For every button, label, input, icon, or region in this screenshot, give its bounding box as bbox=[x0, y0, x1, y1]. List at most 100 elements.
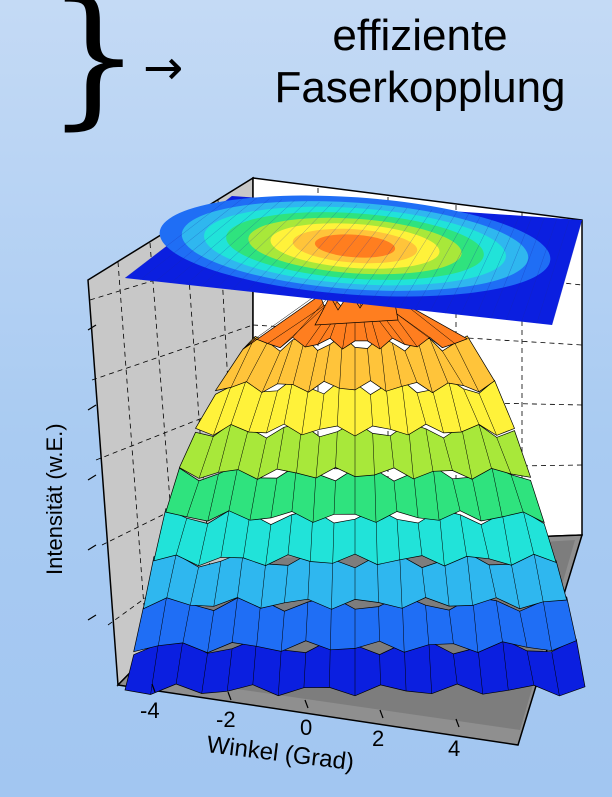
mesh-line bbox=[390, 435, 395, 468]
mesh-line bbox=[463, 388, 480, 425]
mesh-line bbox=[404, 350, 418, 383]
mesh-line bbox=[522, 510, 535, 555]
mesh-line bbox=[277, 339, 293, 384]
mesh-line bbox=[265, 524, 272, 566]
projection-grid-line bbox=[536, 219, 570, 324]
projection-grid-line bbox=[323, 206, 395, 300]
mesh-line bbox=[335, 431, 338, 468]
mesh-line bbox=[312, 473, 317, 523]
mesh-line bbox=[150, 644, 159, 695]
mesh-line bbox=[175, 518, 188, 556]
projection-grid-line bbox=[490, 216, 533, 319]
x-axis-ticks bbox=[151, 683, 460, 728]
mesh-line bbox=[257, 437, 267, 480]
projection-grid-line bbox=[170, 198, 270, 284]
projection-grid-line bbox=[399, 211, 458, 309]
mesh-line bbox=[291, 465, 297, 512]
mesh-line bbox=[333, 480, 336, 515]
x-tick-label: 2 bbox=[372, 726, 384, 751]
mesh-line bbox=[370, 394, 373, 427]
mesh-line bbox=[237, 552, 244, 598]
mesh-line bbox=[429, 338, 449, 384]
mesh-line bbox=[466, 552, 473, 606]
mesh-line bbox=[471, 477, 482, 522]
projection-grid-line bbox=[124, 195, 233, 279]
mesh-line bbox=[201, 653, 208, 694]
mesh-line bbox=[237, 427, 249, 470]
mesh-line bbox=[478, 393, 497, 436]
mesh-line bbox=[230, 379, 247, 425]
mesh-line bbox=[228, 465, 239, 511]
mesh-line bbox=[480, 524, 490, 559]
mesh-line bbox=[226, 648, 233, 692]
x-tick-label: 0 bbox=[300, 715, 312, 740]
mesh-line bbox=[315, 436, 320, 479]
projection-grid-line bbox=[429, 213, 483, 312]
mesh-line bbox=[220, 510, 230, 558]
mesh-line bbox=[453, 653, 458, 685]
mesh-line bbox=[260, 563, 266, 609]
mesh-line bbox=[421, 567, 426, 598]
projection-grid-line bbox=[384, 210, 445, 307]
mesh-line bbox=[432, 389, 444, 433]
mesh-line bbox=[190, 567, 199, 606]
mesh-line bbox=[249, 477, 258, 521]
projection-grid-line bbox=[338, 207, 408, 302]
mesh-line bbox=[461, 426, 473, 480]
title-line-1: effiziente bbox=[332, 11, 508, 60]
contour-projection bbox=[124, 195, 583, 326]
projection-grid-line bbox=[506, 217, 545, 321]
mesh-line bbox=[367, 348, 371, 381]
x-tick-label: -2 bbox=[216, 707, 236, 732]
mesh-line bbox=[379, 654, 381, 685]
mesh-line bbox=[478, 424, 492, 469]
mesh-line bbox=[158, 595, 168, 646]
projection-grid-line bbox=[307, 206, 383, 299]
mesh-line bbox=[231, 597, 238, 643]
mesh-line bbox=[425, 428, 434, 472]
mesh-line bbox=[378, 606, 380, 642]
mesh-line bbox=[284, 565, 289, 603]
mesh-line bbox=[428, 641, 432, 694]
projection-grid-line bbox=[475, 215, 520, 317]
mesh-line bbox=[401, 379, 409, 435]
x-tick-label: 4 bbox=[448, 736, 460, 761]
mesh-line bbox=[477, 647, 484, 695]
mesh-line bbox=[416, 392, 427, 425]
mesh-line bbox=[280, 611, 285, 652]
mesh-line bbox=[491, 465, 503, 517]
mesh-line bbox=[551, 651, 560, 696]
projection-grid-line bbox=[155, 197, 258, 282]
mesh-line bbox=[496, 437, 512, 475]
mesh-line bbox=[207, 473, 219, 522]
mesh-line bbox=[270, 478, 278, 518]
mesh-line bbox=[392, 342, 402, 387]
mesh-line bbox=[166, 554, 177, 598]
mesh-line bbox=[472, 597, 479, 653]
mesh-line bbox=[459, 514, 467, 557]
mesh-line bbox=[488, 564, 497, 598]
projection-grid-line bbox=[246, 202, 333, 292]
mesh-line bbox=[495, 600, 503, 642]
x-tick-label: -4 bbox=[140, 698, 160, 723]
projection-grid-line bbox=[521, 218, 558, 322]
mesh-line bbox=[519, 611, 528, 648]
projection-grid-line bbox=[231, 201, 320, 290]
projection-grid-line bbox=[445, 213, 495, 314]
projection-grid-line bbox=[262, 203, 345, 294]
left-axis-ticks bbox=[87, 324, 97, 621]
mesh-line bbox=[213, 386, 232, 436]
mesh-line bbox=[266, 390, 278, 433]
mesh-line bbox=[301, 387, 309, 435]
x-axis-label: Winkel (Grad) bbox=[205, 731, 355, 776]
mesh-line bbox=[332, 522, 335, 564]
projection-grid-line bbox=[460, 214, 508, 315]
slide-title: effiziente Faserkopplung bbox=[240, 10, 600, 114]
mesh-line bbox=[447, 378, 462, 433]
mesh-line bbox=[511, 564, 520, 609]
mesh-line bbox=[331, 559, 333, 610]
mesh-line bbox=[501, 513, 512, 566]
arrow-icon: → bbox=[143, 40, 184, 96]
mesh-line bbox=[278, 649, 282, 696]
